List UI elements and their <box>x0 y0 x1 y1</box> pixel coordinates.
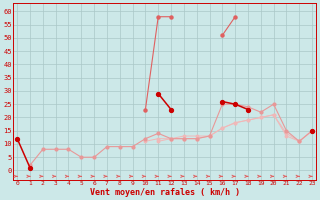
X-axis label: Vent moyen/en rafales ( km/h ): Vent moyen/en rafales ( km/h ) <box>90 188 240 197</box>
